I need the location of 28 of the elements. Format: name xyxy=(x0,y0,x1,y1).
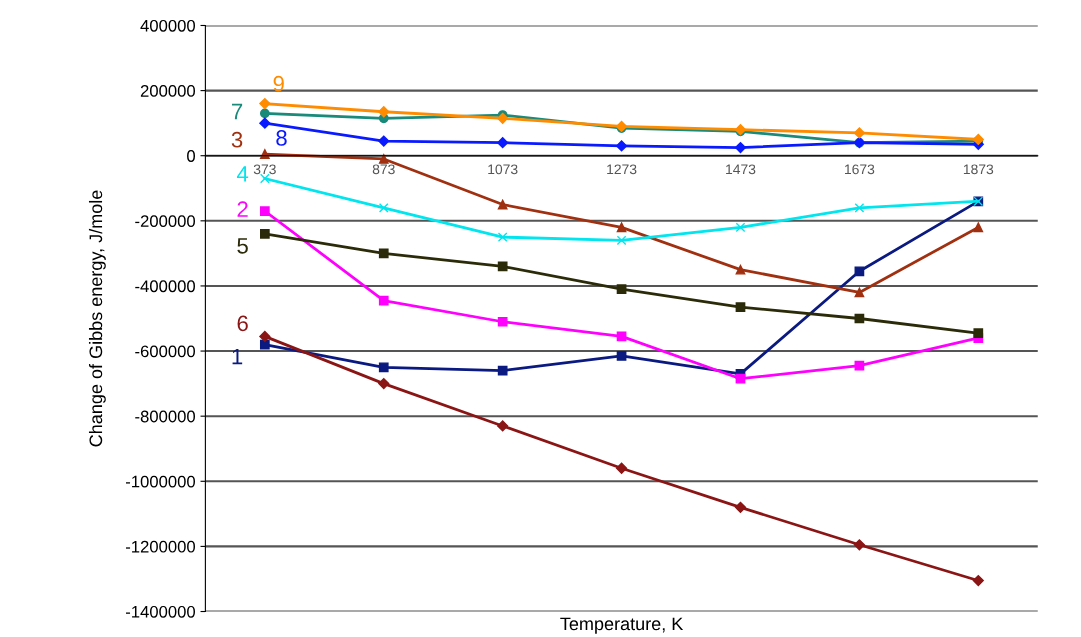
x-tick-label: 1273 xyxy=(607,164,637,175)
series-label: 5 xyxy=(237,238,248,254)
y-tick-label: -1200000 xyxy=(125,540,196,553)
y-tick-label: -400000 xyxy=(135,280,196,293)
series-label: 6 xyxy=(237,315,248,332)
x-tick-label: 1873 xyxy=(963,164,994,175)
y-axis-title: Change of Gibbs energy, J/mole xyxy=(88,190,106,447)
x-tick-label: 373 xyxy=(253,164,276,175)
series-label: 8 xyxy=(276,130,287,146)
y-tick-label: 200000 xyxy=(140,85,196,97)
y-tick-label: 400000 xyxy=(140,19,196,32)
series-label: 2 xyxy=(237,201,248,217)
series-label: 4 xyxy=(236,166,249,182)
y-tick-label: -1000000 xyxy=(125,475,196,488)
y-tick-label: -200000 xyxy=(135,215,196,228)
x-axis-title: Temperature, K xyxy=(560,617,684,634)
x-tick-label: 1673 xyxy=(845,164,875,175)
y-tick-label: -800000 xyxy=(135,410,196,423)
y-tick-label: -1400000 xyxy=(125,605,196,618)
series-label: 1 xyxy=(232,348,243,365)
x-tick-label: 1473 xyxy=(726,164,756,175)
y-tick-label: -600000 xyxy=(135,345,196,358)
y-tick-label: 0 xyxy=(187,150,196,162)
series-label: 9 xyxy=(273,75,284,92)
x-tick-label: 873 xyxy=(372,164,395,175)
series-label: 3 xyxy=(231,131,243,148)
x-tick-label: 1073 xyxy=(488,164,518,175)
series-label: 7 xyxy=(232,103,243,120)
